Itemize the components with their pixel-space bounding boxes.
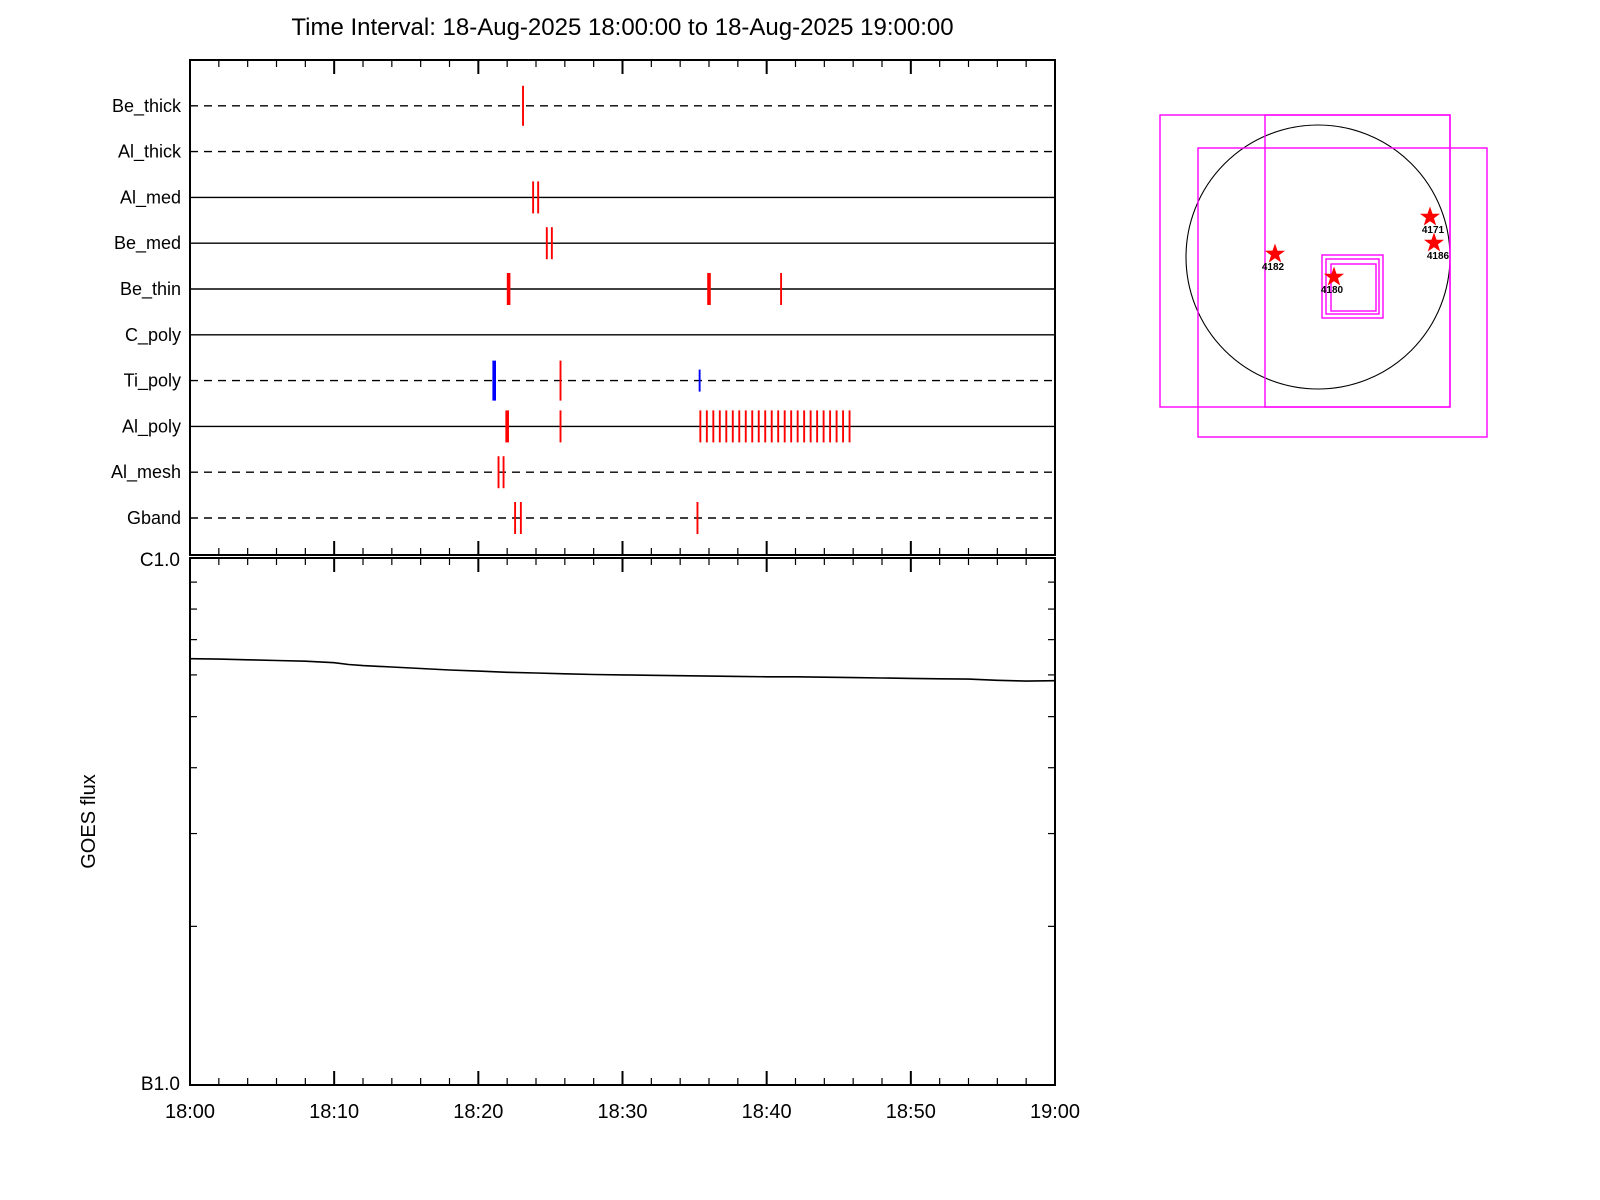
filter-row-label-Al_med: Al_med bbox=[120, 187, 181, 208]
fov-rect bbox=[1264, 114, 1451, 408]
filter-row-label-Be_thick: Be_thick bbox=[112, 96, 182, 117]
fov-rect bbox=[1197, 147, 1488, 438]
solar-limb-circle bbox=[1185, 124, 1451, 390]
solar-disk-pointing-inset: 4171 4186 4182 4180 bbox=[1159, 114, 1488, 438]
filter-row-label-Be_thin: Be_thin bbox=[120, 279, 181, 300]
fov-rect bbox=[1330, 263, 1377, 312]
x-tick-label: 19:00 bbox=[1030, 1101, 1080, 1123]
y-bottom-tick-label: B1.0 bbox=[141, 1074, 180, 1095]
filter-row-label-Be_med: Be_med bbox=[114, 233, 181, 254]
fov-rect bbox=[1321, 254, 1384, 319]
active-region-star-4171 bbox=[1419, 206, 1441, 226]
active-region-label-4171: 4171 bbox=[1422, 225, 1445, 236]
filter-row-label-C_poly: C_poly bbox=[125, 325, 181, 346]
active-region-label-4186: 4186 bbox=[1427, 251, 1450, 262]
active-region-star-4182 bbox=[1264, 243, 1286, 263]
filter-row-label-Al_mesh: Al_mesh bbox=[111, 462, 181, 483]
x-tick-label: 18:20 bbox=[453, 1101, 503, 1123]
x-tick-label: 18:00 bbox=[165, 1101, 215, 1123]
goes-panel-border bbox=[189, 557, 1056, 1086]
x-tick-label: 18:40 bbox=[742, 1101, 792, 1123]
active-region-star-4180 bbox=[1323, 266, 1345, 286]
timeline-and-goes-plot: Be_thick Al_thick Al_med Be_med Be_thin C_pol… bbox=[78, 59, 1080, 1123]
x-tick-label: 18:30 bbox=[597, 1101, 647, 1123]
active-region-star-4186 bbox=[1423, 232, 1445, 252]
active-region-label-4182: 4182 bbox=[1262, 262, 1285, 273]
active-region-label-4180: 4180 bbox=[1321, 285, 1344, 296]
timeline-panel-border bbox=[189, 59, 1056, 556]
goes-flux-axis-label: GOES flux bbox=[78, 774, 100, 868]
filter-row-label-Gband: Gband bbox=[127, 508, 181, 528]
x-tick-label: 18:10 bbox=[309, 1101, 359, 1123]
fov-rect bbox=[1325, 258, 1380, 315]
chart-title: Time Interval: 18-Aug-2025 18:00:00 to 1… bbox=[291, 14, 954, 41]
filter-row-label-Ti_poly: Ti_poly bbox=[124, 371, 181, 392]
goes-flux-curve bbox=[189, 657, 1056, 682]
x-tick-label: 18:50 bbox=[886, 1101, 936, 1123]
filter-row-label-Al_thick: Al_thick bbox=[118, 142, 182, 163]
filter-row-label-Al_poly: Al_poly bbox=[122, 416, 181, 437]
y-top-tick-label: C1.0 bbox=[140, 550, 180, 571]
